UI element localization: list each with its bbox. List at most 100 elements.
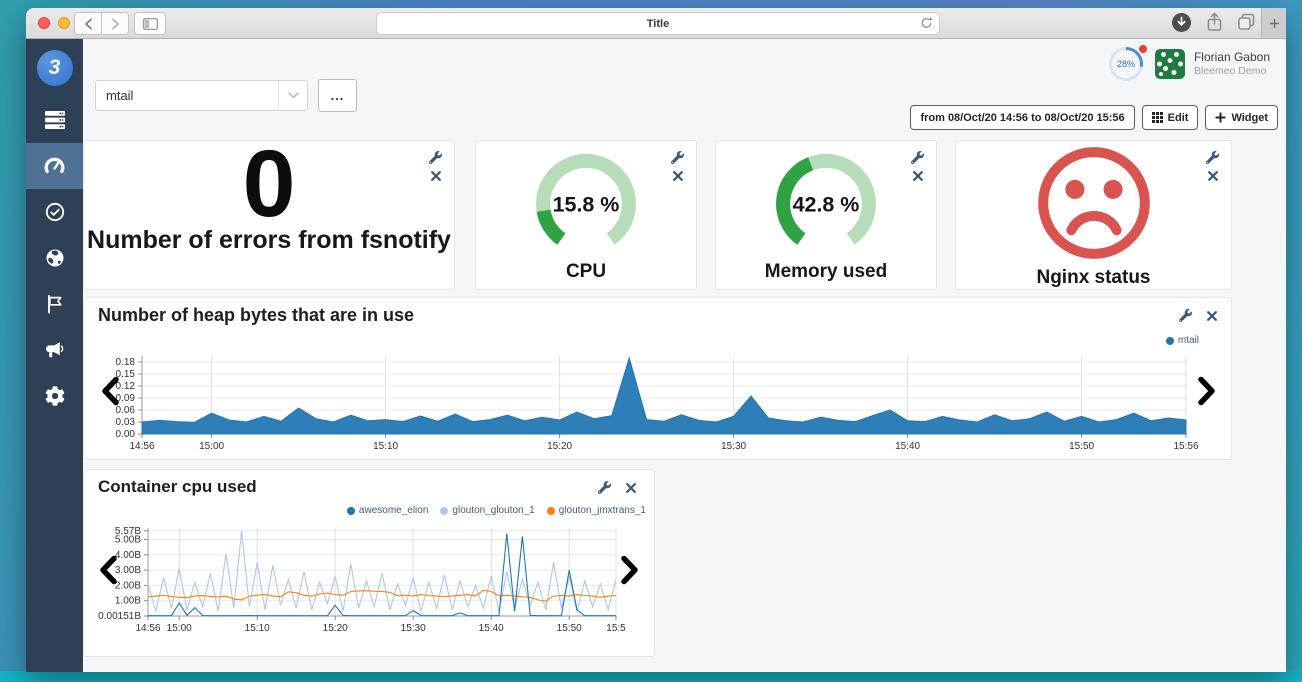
widget-cpu-title: CPU	[565, 261, 607, 282]
bleemeo-logo-icon: 3	[36, 50, 73, 86]
legend-label: glouton_jmxtrans_1	[558, 505, 646, 516]
add-widget-button[interactable]: Widget	[1205, 105, 1278, 130]
legend-dot-icon	[1165, 336, 1174, 345]
check-circle-icon	[45, 202, 64, 222]
widget-number-value: 0	[242, 131, 296, 237]
chevron-down-icon	[287, 92, 299, 99]
svg-text:0.03: 0.03	[116, 417, 136, 428]
avatar[interactable]	[1154, 49, 1185, 79]
browser-back-button[interactable]	[74, 12, 102, 35]
edit-button[interactable]: Edit	[1141, 105, 1199, 130]
svg-text:15:20: 15:20	[323, 623, 348, 634]
sidebar-item-servers[interactable]	[26, 97, 83, 143]
reload-button[interactable]	[920, 16, 933, 35]
svg-text:15:50: 15:50	[1069, 441, 1094, 452]
svg-text:15.8 %: 15.8 %	[553, 192, 620, 216]
widget-close-icon[interactable]	[1207, 171, 1218, 181]
legend-item: glouton_glouton_1	[440, 505, 535, 516]
more-options-button[interactable]: ...	[318, 79, 357, 112]
legend-item: glouton_jmxtrans_1	[546, 505, 646, 516]
svg-text:15:20: 15:20	[547, 441, 572, 452]
desktop-bottom-edge	[0, 671, 1302, 682]
dashboard-select[interactable]: mtail	[95, 80, 308, 111]
sidebar-item-checks[interactable]	[26, 189, 83, 235]
plus-icon	[1269, 18, 1279, 28]
widget-close-icon[interactable]	[912, 171, 923, 181]
chart-prev-button[interactable]	[98, 555, 118, 590]
dashboard-select-value: mtail	[106, 88, 134, 103]
share-button[interactable]	[1206, 12, 1223, 33]
widget-settings-wrench-icon[interactable]	[671, 151, 684, 164]
heap-chart-title: Number of heap bytes that are in use	[98, 305, 415, 325]
svg-text:0.18: 0.18	[116, 357, 136, 368]
edit-label: Edit	[1167, 111, 1189, 124]
chart-prev-button[interactable]	[100, 376, 120, 411]
svg-text:15:10: 15:10	[373, 441, 398, 452]
widget-number-title: Number of errors from fsnotify	[87, 226, 451, 254]
chart-next-button[interactable]	[1197, 376, 1217, 411]
sidebar-item-settings[interactable]	[26, 373, 83, 419]
downloads-button[interactable]	[1171, 12, 1192, 33]
cpu-gauge: 15.8 %	[536, 153, 636, 245]
svg-text:28%: 28%	[1117, 59, 1135, 69]
container-chart-title: Container cpu used	[98, 477, 257, 496]
widget-close-icon[interactable]	[1207, 310, 1217, 321]
legend-item: mtail	[1165, 335, 1199, 346]
legend-item: awesome_elion	[346, 505, 429, 516]
svg-text:0.00: 0.00	[116, 429, 136, 440]
widget-settings-wrench-icon[interactable]	[429, 151, 442, 164]
sidebar-toggle-button[interactable]	[134, 12, 166, 35]
servers-icon	[44, 111, 65, 129]
widget-settings-wrench-icon[interactable]	[1206, 151, 1219, 164]
legend-dot-icon	[346, 506, 355, 515]
sidebar-panel-icon	[142, 17, 158, 30]
user-area[interactable]: 28% Florian Gabon	[1106, 44, 1270, 84]
address-bar[interactable]: Title	[376, 12, 940, 35]
sidebar-item-dashboard[interactable]	[26, 143, 83, 189]
svg-text:5.57B: 5.57B	[115, 526, 141, 537]
widget-close-icon[interactable]	[430, 171, 441, 181]
sidebar-item-flags[interactable]	[26, 281, 83, 327]
heap-area-chart[interactable]: 0.000.030.060.090.120.150.18 14:56 15:00 15…	[84, 350, 1233, 454]
new-tab-button[interactable]	[1261, 8, 1286, 38]
date-range-label: from 08/Oct/20 14:56 to 08/Oct/20 15:56	[920, 111, 1125, 124]
chart-next-button[interactable]	[620, 555, 640, 590]
svg-text:4.00B: 4.00B	[115, 550, 141, 561]
container-cpu-chart-card: Container cpu used awesome_elion	[83, 469, 655, 657]
legend-label: mtail	[1177, 335, 1199, 346]
widget-settings-wrench-icon[interactable]	[598, 481, 611, 494]
browser-titlebar: Title	[26, 8, 1286, 39]
widget-number-card: 0 Number of errors from fsnotify	[83, 131, 455, 290]
browser-forward-button[interactable]	[102, 12, 129, 35]
svg-text:0.09: 0.09	[116, 393, 136, 404]
address-bar-title: Title	[646, 17, 670, 30]
window-close-button[interactable]	[38, 17, 50, 29]
widget-settings-wrench-icon[interactable]	[1179, 309, 1192, 322]
svg-text:15:30: 15:30	[721, 441, 746, 452]
legend-label: awesome_elion	[358, 505, 429, 516]
window-minimize-button[interactable]	[58, 17, 70, 29]
widget-close-icon[interactable]	[626, 482, 636, 493]
legend-dot-icon	[440, 506, 449, 515]
sidebar-item-globe[interactable]	[26, 235, 83, 281]
widget-settings-wrench-icon[interactable]	[911, 151, 924, 164]
sidebar-item-announcements[interactable]	[26, 327, 83, 373]
usage-gauge[interactable]: 28%	[1106, 44, 1147, 84]
date-range-button[interactable]: from 08/Oct/20 14:56 to 08/Oct/20 15:56	[910, 105, 1135, 130]
svg-text:15:00: 15:00	[167, 623, 192, 634]
sidebar-logo[interactable]: 3	[26, 39, 83, 97]
tab-overview-button[interactable]	[1237, 12, 1256, 33]
svg-text:14:56: 14:56	[135, 623, 160, 634]
widget-close-icon[interactable]	[672, 171, 683, 181]
user-org: Bleemeo Demo	[1193, 64, 1267, 77]
widget-memory-title: Memory used	[764, 261, 888, 282]
chevron-left-icon	[84, 18, 92, 29]
svg-text:0.06: 0.06	[116, 405, 136, 416]
svg-text:3.00B: 3.00B	[115, 565, 141, 576]
svg-text:15:40: 15:40	[479, 623, 504, 634]
dashboard-content: 28% Florian Gabon	[83, 39, 1286, 672]
svg-text:15:50: 15:50	[557, 623, 582, 634]
svg-text:15:00: 15:00	[199, 441, 224, 452]
svg-text:5.00B: 5.00B	[115, 534, 141, 545]
